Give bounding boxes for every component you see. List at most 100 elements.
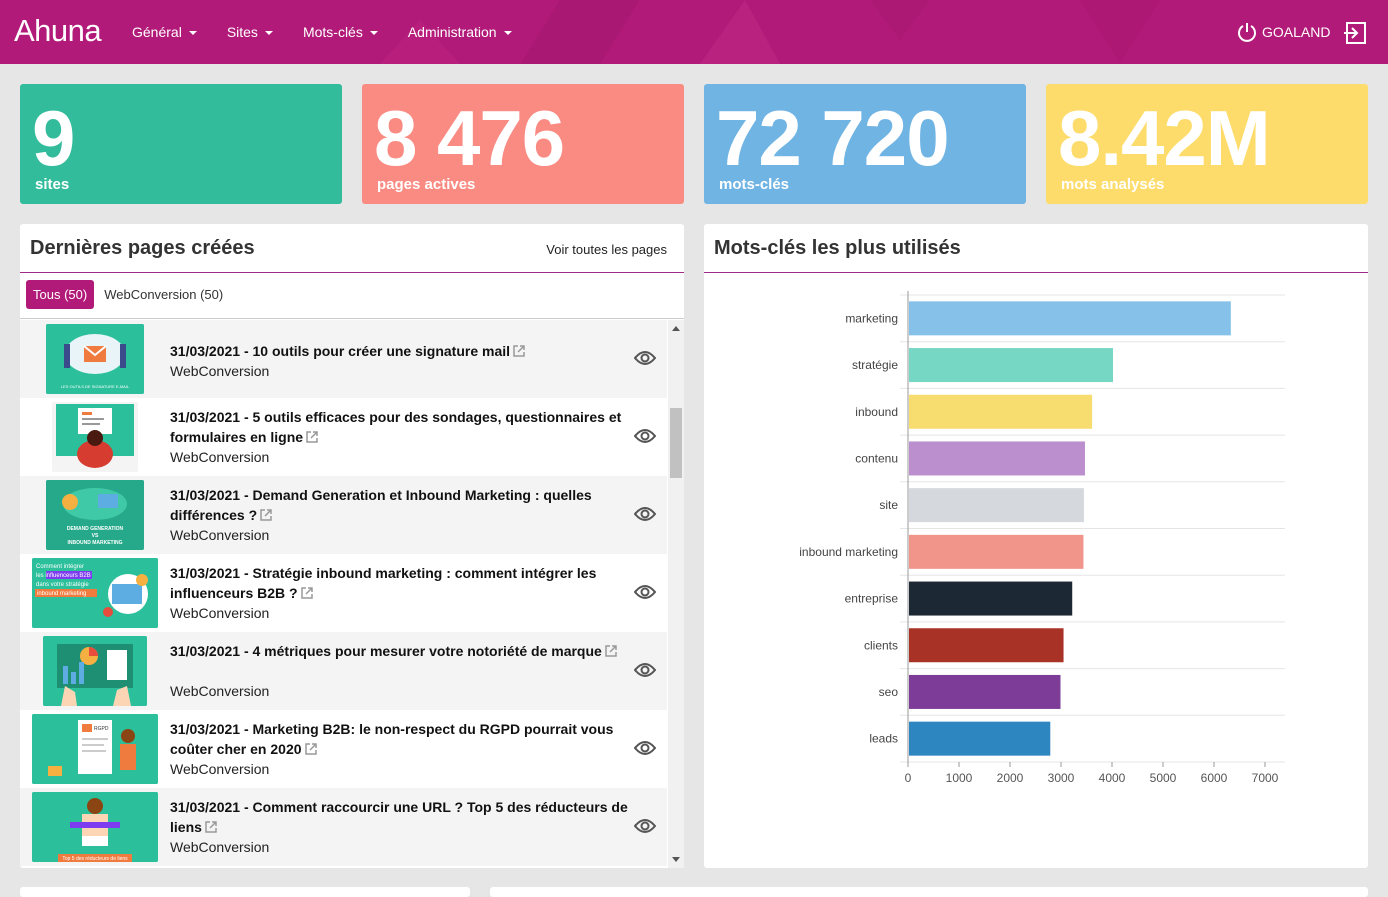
main-menu: Général Sites Mots-clés Administration <box>132 0 542 64</box>
article-title[interactable]: 31/03/2021 - Marketing B2B: le non-respe… <box>170 721 614 757</box>
eye-icon[interactable] <box>634 506 656 522</box>
svg-text:Top 5 des réducteurs de liens: Top 5 des réducteurs de liens <box>62 856 128 862</box>
list-scrollbar[interactable] <box>668 320 684 868</box>
bar-seo <box>909 674 1061 709</box>
svg-text:RGPD: RGPD <box>94 726 109 732</box>
list-item[interactable]: Comment intégrer les influenceurs B2B da… <box>20 554 667 632</box>
category-label: leads <box>869 732 898 746</box>
stat-value: 8.42M <box>1058 94 1271 182</box>
eye-icon[interactable] <box>634 584 656 600</box>
category-label: inbound <box>855 405 898 419</box>
list-item[interactable]: 31/03/2021 - 4 métriques pour mesurer vo… <box>20 632 667 710</box>
top-keywords-panel: Mots-clés les plus utilisés 0 1000 2000 300… <box>704 224 1368 868</box>
stat-card-words: 8.42M mots analysés <box>1046 84 1368 204</box>
bottom-panel-left <box>20 887 470 897</box>
stat-value: 8 476 <box>374 94 565 182</box>
eye-icon[interactable] <box>634 350 656 366</box>
keywords-bar-chart: 0 1000 2000 3000 4000 5000 6000 7000 marketing st… <box>799 291 1285 784</box>
pages-list: LES OUTILS DE SIGNATURE E-MAIL 31/03/202… <box>20 320 667 868</box>
bar-leads <box>909 721 1051 756</box>
list-item[interactable]: RGPD 31/03/2021 - Marketing B2B: le non-… <box>20 710 667 788</box>
article-thumbnail: RGPD <box>32 714 158 784</box>
list-item[interactable]: DEMAND GENERATION VS INBOUND MARKETING 3… <box>20 476 667 554</box>
article-title[interactable]: 31/03/2021 - Stratégie inbound marketing… <box>170 565 597 601</box>
bar-site <box>909 488 1084 523</box>
eye-icon[interactable] <box>634 740 656 756</box>
x-tick-label: 3000 <box>1048 771 1075 784</box>
svg-text:LES OUTILS DE SIGNATURE E-MAIL: LES OUTILS DE SIGNATURE E-MAIL <box>61 384 130 389</box>
article-thumbnail: LES OUTILS DE SIGNATURE E-MAIL <box>46 324 144 394</box>
article-site: WebConversion <box>170 839 270 855</box>
bar-entreprise <box>909 581 1073 616</box>
article-title[interactable]: 31/03/2021 - 10 outils pour créer une si… <box>170 341 630 361</box>
article-thumbnail: Comment intégrer les influenceurs B2B da… <box>32 558 158 628</box>
see-all-pages-link[interactable]: Voir toutes les pages <box>546 242 667 257</box>
top-navbar: Ahuna Général Sites Mots-clés Administra… <box>0 0 1388 64</box>
chevron-down-icon <box>264 31 273 35</box>
article-title[interactable]: 31/03/2021 - 5 outils efficaces pour des… <box>170 409 622 445</box>
external-link-icon[interactable] <box>259 508 273 522</box>
app-brand[interactable]: Ahuna <box>14 13 102 48</box>
list-item[interactable]: Top 5 des réducteurs de liens 31/03/2021… <box>20 788 667 866</box>
external-link-icon[interactable] <box>204 820 218 834</box>
article-title[interactable]: 31/03/2021 - 4 métriques pour mesurer vo… <box>170 641 630 661</box>
tab-webconversion[interactable]: WebConversion (50) <box>104 287 224 302</box>
bar-clients <box>909 628 1064 663</box>
logout-icon[interactable] <box>1342 20 1368 46</box>
eye-icon[interactable] <box>634 818 656 834</box>
category-label: seo <box>879 685 899 699</box>
scroll-down-icon[interactable] <box>672 857 680 862</box>
article-site: WebConversion <box>170 449 270 465</box>
external-link-icon[interactable] <box>604 644 618 658</box>
svg-text:inbound marketing: inbound marketing <box>37 591 86 597</box>
category-label: marketing <box>845 311 898 325</box>
list-item[interactable]: LES OUTILS DE SIGNATURE E-MAIL 31/03/202… <box>20 320 667 398</box>
svg-text:les influenceurs B2B: les influenceurs B2B <box>36 573 91 579</box>
thumbnail-image: Top 5 des réducteurs de liens <box>32 792 158 862</box>
eye-icon[interactable] <box>634 662 656 678</box>
category-label: inbound marketing <box>799 545 898 559</box>
divider <box>20 272 684 273</box>
external-link-icon[interactable] <box>512 344 526 358</box>
tab-all[interactable]: Tous (50) <box>26 280 95 309</box>
article-title[interactable]: 31/03/2021 - Comment raccourcir une URL … <box>170 799 628 835</box>
divider <box>704 272 1368 273</box>
panel-title: Mots-clés les plus utilisés <box>714 237 961 259</box>
menu-general[interactable]: Général <box>132 24 197 40</box>
menu-administration[interactable]: Administration <box>408 24 512 40</box>
account-name: GOALAND <box>1262 24 1331 40</box>
external-link-icon[interactable] <box>305 430 319 444</box>
thumbnail-image <box>43 636 147 706</box>
menu-sites-label: Sites <box>226 24 258 40</box>
bar-stratégie <box>909 348 1114 383</box>
navbar-decoration <box>380 0 1160 64</box>
panel-title: Dernières pages créées <box>30 237 255 259</box>
stat-label: mots analysés <box>1061 176 1165 193</box>
divider <box>20 318 684 319</box>
list-item[interactable]: 31/03/2021 - 5 outils efficaces pour des… <box>20 398 667 476</box>
menu-mots-cles-label: Mots-clés <box>302 24 363 40</box>
chevron-down-icon <box>503 31 512 35</box>
external-link-icon[interactable] <box>304 742 318 756</box>
stat-value: 72 720 <box>716 94 950 182</box>
menu-sites[interactable]: Sites <box>227 24 273 40</box>
external-link-icon[interactable] <box>300 586 314 600</box>
article-title[interactable]: 31/03/2021 - Demand Generation et Inboun… <box>170 487 592 523</box>
category-label: site <box>879 498 898 512</box>
bar-marketing <box>909 301 1231 336</box>
stat-value: 9 <box>32 94 75 182</box>
category-label: entreprise <box>845 592 899 606</box>
menu-mots-cles[interactable]: Mots-clés <box>303 24 378 40</box>
svg-text:VS: VS <box>92 533 99 539</box>
article-site: WebConversion <box>170 605 270 621</box>
account-menu[interactable]: GOALAND <box>1236 21 1330 43</box>
scroll-thumb[interactable] <box>670 408 682 478</box>
scroll-up-icon[interactable] <box>672 326 680 331</box>
site-filter-tabs: Tous (50) WebConversion (50) <box>26 280 230 309</box>
stat-label: pages actives <box>377 176 476 193</box>
thumbnail-image: RGPD <box>32 714 158 784</box>
chevron-down-icon <box>188 31 197 35</box>
article-site: WebConversion <box>170 527 270 543</box>
eye-icon[interactable] <box>634 428 656 444</box>
article-thumbnail: Top 5 des réducteurs de liens <box>32 792 158 862</box>
